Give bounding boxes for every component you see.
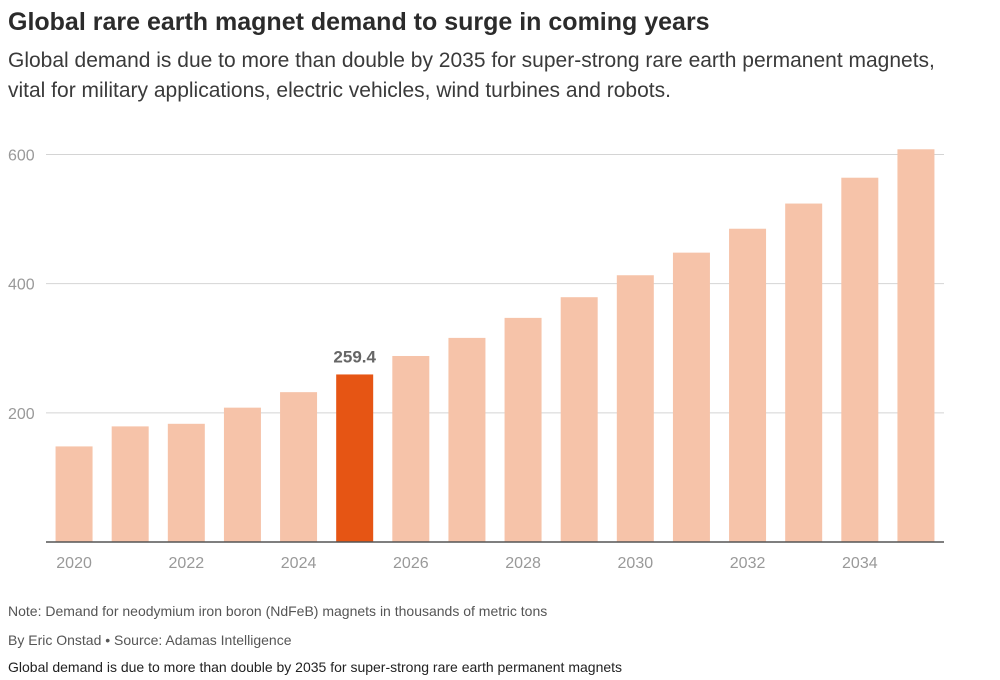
chart-note: Note: Demand for neodymium iron boron (N… (8, 603, 548, 619)
bar-2027 (448, 337, 486, 542)
y-tick-label: 400 (8, 277, 35, 294)
caption: Global demand is due to more than double… (8, 659, 623, 675)
bar-2025 (336, 374, 374, 542)
bar-2033 (785, 203, 823, 542)
x-tick-label: 2028 (505, 555, 541, 572)
bar-2024 (280, 392, 318, 542)
bar-2031 (672, 252, 710, 543)
bar-2028 (504, 317, 542, 542)
x-tick-label: 2020 (56, 555, 92, 572)
bar-2026 (392, 355, 430, 542)
bar-2032 (729, 228, 767, 542)
bar-chart: 200 400 600 259.4 2020 2022 2024 2026 2028 2030 20… (8, 147, 944, 572)
x-tick-label: 2030 (618, 555, 654, 572)
byline-source: By Eric Onstad • Source: Adamas Intellig… (8, 632, 292, 648)
x-tick-label: 2024 (281, 555, 317, 572)
y-tick-label: 600 (8, 147, 35, 164)
bar-2030 (616, 275, 654, 542)
bar-2029 (560, 297, 598, 542)
x-tick-label: 2034 (842, 555, 878, 572)
y-tick-label: 200 (8, 406, 35, 423)
bar-2022 (167, 423, 205, 542)
chart-title: Global rare earth magnet demand to surge… (8, 8, 710, 36)
bar-2020 (55, 446, 93, 542)
data-label: 259.4 (333, 347, 376, 366)
bar-2034 (841, 177, 879, 542)
bar-2023 (223, 407, 261, 542)
x-tick-label: 2026 (393, 555, 429, 572)
x-tick-label: 2032 (730, 555, 766, 572)
bar-2035 (897, 149, 935, 542)
chart-subtitle: Global demand is due to more than double… (8, 49, 935, 102)
bar-2021 (111, 426, 149, 542)
x-tick-label: 2022 (169, 555, 205, 572)
